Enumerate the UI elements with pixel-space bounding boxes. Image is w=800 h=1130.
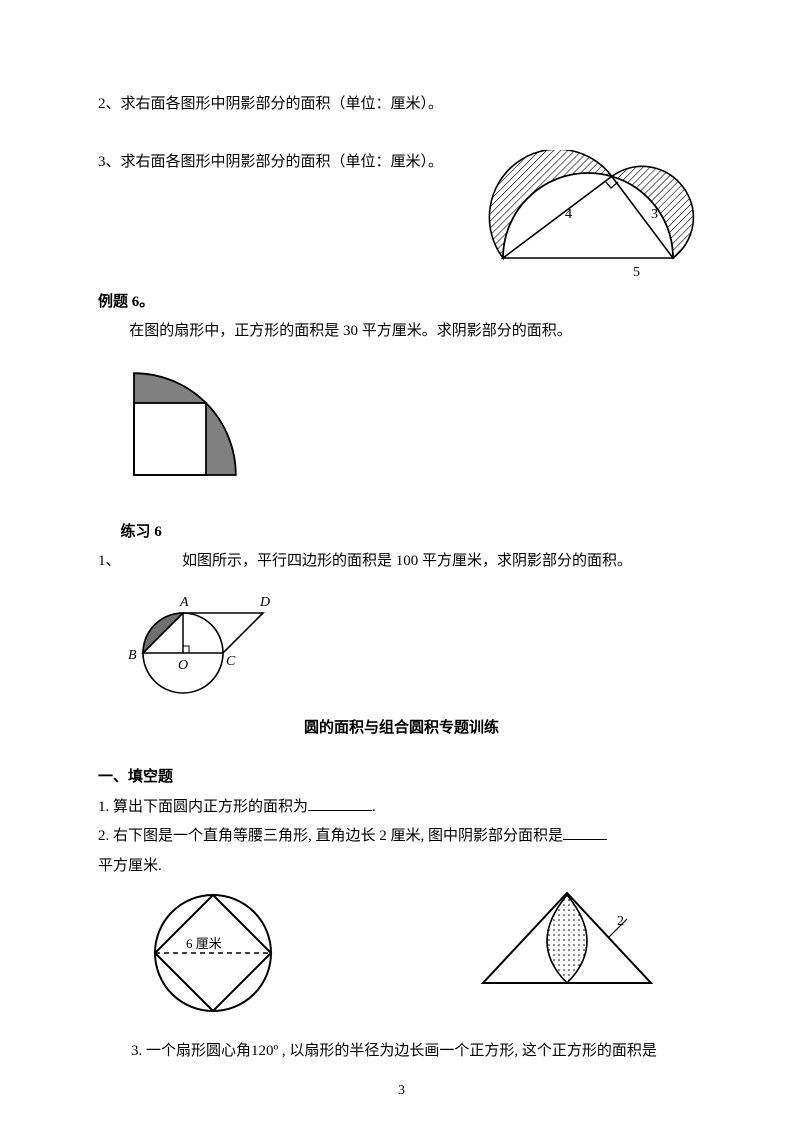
section-title: 圆的面积与组合圆积专题训练 <box>98 716 705 742</box>
svg-text:A: A <box>179 595 189 610</box>
practice-6-q1-text: 如图所示，平行四边形的面积是 100 平方厘米，求阴影部分的面积。 <box>182 553 632 569</box>
figure-fill-2: 2 <box>467 883 667 998</box>
svg-text:5: 5 <box>633 265 640 280</box>
practice-6-q1-label: 1、 <box>98 553 121 569</box>
example-6-text: 在图的扇形中，正方形的面积是 30 平方厘米。求阴影部分的面积。 <box>98 319 705 345</box>
figure-example-6 <box>98 353 705 488</box>
fill-q3: 3. 一个扇形圆心角120º , 以扇形的半径为边长画一个正方形, 这个正方形的… <box>98 1039 705 1065</box>
fill-q1-text: 1. 算出下面圆内正方形的面积为 <box>98 799 308 815</box>
question-3-text: 3、求右面各图形中阴影部分的面积（单位：厘米）。 <box>98 154 443 170</box>
svg-text:D: D <box>259 595 270 610</box>
practice-6-q1: 1、 如图所示，平行四边形的面积是 100 平方厘米，求阴影部分的面积。 <box>98 549 705 575</box>
svg-text:3: 3 <box>651 207 658 222</box>
example-6-title: 例题 6。 <box>98 290 705 316</box>
figure-fill-1: 6 厘米 <box>128 883 298 1023</box>
fill-q2a: 2. 右下图是一个直角等腰三角形, 直角边长 2 厘米, 图中阴影部分面积是 <box>98 828 563 844</box>
svg-text:C: C <box>226 654 236 669</box>
page-number: 3 <box>98 1079 705 1103</box>
blank-1 <box>308 795 372 811</box>
svg-text:O: O <box>178 658 188 673</box>
fill-q2: 2. 右下图是一个直角等腰三角形, 直角边长 2 厘米, 图中阴影部分面积是 <box>98 824 705 850</box>
svg-text:B: B <box>128 648 137 663</box>
fill-q1-end: . <box>372 799 376 815</box>
fill-q2b: 平方厘米. <box>98 854 705 880</box>
page-root: 2、求右面各图形中阴影部分的面积（单位：厘米）。 3、求右面各图形中阴影部分的面… <box>0 0 800 1122</box>
figure-row: 6 厘米 2 <box>128 883 695 1023</box>
question-2: 2、求右面各图形中阴影部分的面积（单位：厘米）。 <box>98 92 705 118</box>
question-3-row: 3、求右面各图形中阴影部分的面积（单位：厘米）。 <box>98 150 705 176</box>
svg-text:4: 4 <box>565 207 572 222</box>
svg-text:2: 2 <box>617 914 624 929</box>
practice-6-title: 练习 6 <box>98 520 705 546</box>
fill-heading: 一、填空题 <box>98 765 705 791</box>
figure-practice-6: A D B C O <box>98 583 705 698</box>
blank-2 <box>563 824 607 840</box>
figure-q3: 4 3 5 <box>483 150 705 280</box>
fill-q1: 1. 算出下面圆内正方形的面积为. <box>98 795 705 821</box>
svg-text:6 厘米: 6 厘米 <box>186 936 222 951</box>
